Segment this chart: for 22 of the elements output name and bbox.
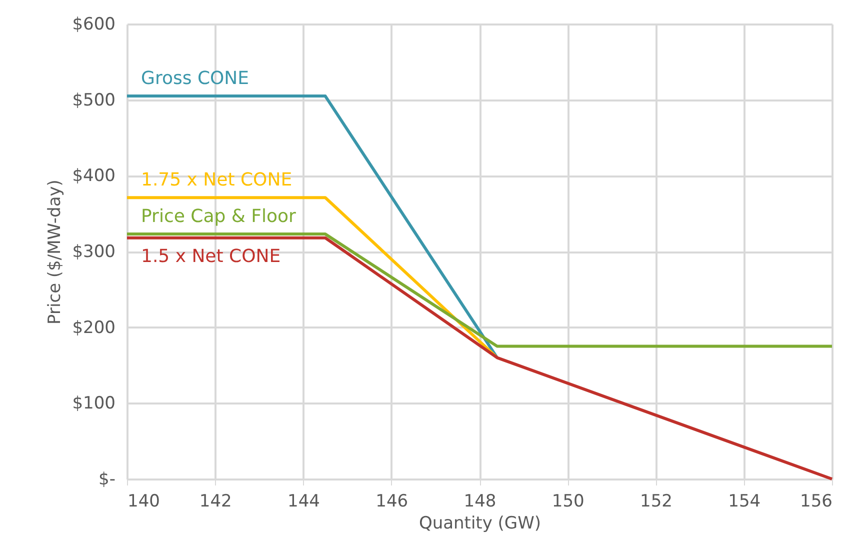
x-axis-title: Quantity (GW) — [418, 514, 542, 534]
x-tick-label: 146 — [376, 492, 408, 512]
y-tick-label: $400 — [72, 166, 116, 186]
series-label: 1.5 x Net CONE — [141, 246, 281, 267]
x-tick-label: 154 — [728, 492, 761, 512]
x-tick-label: 140 — [128, 492, 160, 512]
y-tick-label: $600 — [72, 14, 116, 34]
y-tick-label: $200 — [72, 318, 116, 338]
x-tick-label: 142 — [199, 492, 232, 512]
y-tick-label: $300 — [72, 242, 116, 262]
y-axis-title: Price ($/MW-day) — [45, 180, 66, 324]
series-label: Price Cap & Floor — [141, 206, 297, 228]
series-label: 1.75 x Net CONE — [141, 170, 292, 191]
y-tick-label: $100 — [72, 394, 116, 414]
x-tick-label: 144 — [288, 492, 320, 512]
y-tick-label: $500 — [72, 90, 116, 110]
x-tick-label: 148 — [464, 492, 496, 512]
x-tick-label: 152 — [640, 492, 672, 512]
x-tick-label: 156 — [800, 492, 832, 512]
x-tick-label: 150 — [552, 492, 584, 512]
y-tick-label: $- — [98, 470, 116, 490]
series-label: Gross CONE — [141, 68, 250, 90]
